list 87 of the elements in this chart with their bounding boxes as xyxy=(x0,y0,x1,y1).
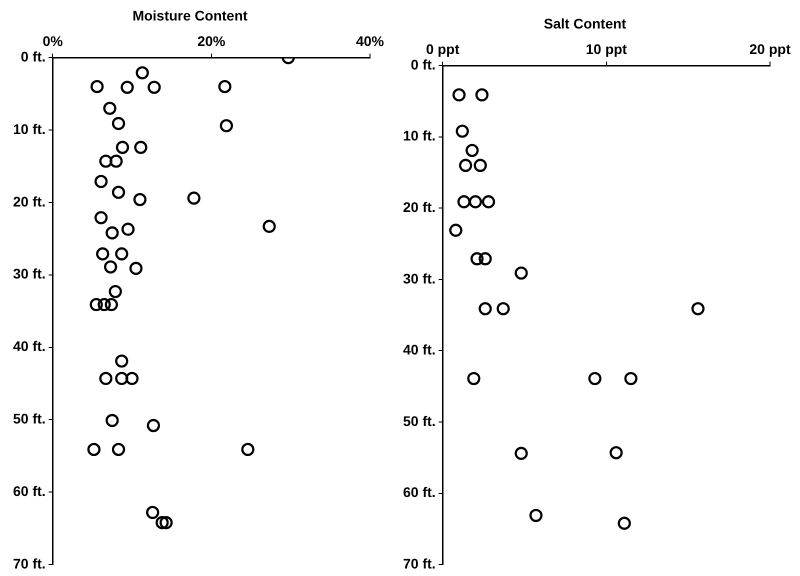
point xyxy=(104,298,118,312)
point xyxy=(514,266,528,280)
point xyxy=(262,220,276,233)
point xyxy=(467,372,480,386)
point xyxy=(94,211,108,224)
point xyxy=(478,302,492,316)
y-tick-label: 40 ft. xyxy=(12,338,46,354)
point xyxy=(458,158,472,172)
point xyxy=(98,298,111,312)
y-tick-label: 30 ft. xyxy=(12,266,46,282)
x-tick-label: 0% xyxy=(42,33,64,50)
point xyxy=(610,446,623,460)
point xyxy=(103,102,116,115)
point xyxy=(87,442,101,456)
point xyxy=(529,508,543,522)
point xyxy=(115,247,128,260)
y-tick-label: 20 ft. xyxy=(402,199,436,216)
point xyxy=(475,88,489,102)
x-tick-label: 20 ppt xyxy=(749,41,791,58)
point xyxy=(108,284,122,298)
point xyxy=(112,442,126,456)
y-tick-label: 30 ft. xyxy=(402,270,436,286)
y-tick-label: 50 ft. xyxy=(12,410,46,427)
point xyxy=(90,80,104,94)
point xyxy=(125,372,139,386)
point xyxy=(99,372,112,386)
point xyxy=(156,516,169,530)
y-tick-label: 70 ft. xyxy=(12,555,46,572)
point xyxy=(160,516,173,530)
chart-title: Salt Content xyxy=(544,15,627,32)
point xyxy=(474,158,487,172)
y-tick-label: 50 ft. xyxy=(402,412,436,429)
point xyxy=(470,252,484,266)
x-tick-label: 10 ppt xyxy=(586,41,628,58)
point xyxy=(110,154,123,168)
point xyxy=(146,418,160,432)
y-tick-label: 60 ft. xyxy=(12,483,46,500)
y-tick-label: 0 ft. xyxy=(410,56,436,72)
point xyxy=(104,260,118,274)
point xyxy=(115,372,128,386)
point xyxy=(106,414,119,428)
point xyxy=(514,446,528,460)
point xyxy=(187,192,200,205)
point xyxy=(112,116,126,130)
point xyxy=(136,66,149,80)
x-tick-label: 20% xyxy=(197,33,226,50)
point xyxy=(99,154,112,168)
point xyxy=(452,88,466,102)
y-tick-label: 20 ft. xyxy=(12,193,46,210)
point xyxy=(121,222,135,236)
point xyxy=(116,140,130,154)
point xyxy=(220,119,234,132)
x-tick-label: 0 ppt xyxy=(426,41,460,58)
point xyxy=(457,195,471,208)
point xyxy=(466,144,479,158)
point xyxy=(478,252,492,266)
point xyxy=(112,186,126,199)
point xyxy=(115,354,128,368)
chart-title: Moisture Content xyxy=(132,7,248,24)
point xyxy=(588,372,602,386)
x-tick-label: 40% xyxy=(356,33,385,50)
y-tick-label: 10 ft. xyxy=(402,128,436,144)
point xyxy=(618,516,631,530)
point xyxy=(449,224,462,237)
point xyxy=(468,195,482,208)
point xyxy=(94,174,108,188)
y-tick-label: 70 ft. xyxy=(402,555,436,572)
point xyxy=(120,80,134,94)
point xyxy=(691,302,705,316)
point xyxy=(90,298,103,312)
point xyxy=(146,506,160,520)
point xyxy=(134,140,148,154)
point xyxy=(148,80,161,94)
point xyxy=(456,124,469,138)
point xyxy=(241,442,254,456)
point xyxy=(624,372,638,386)
y-tick-label: 40 ft. xyxy=(402,342,436,358)
point xyxy=(133,192,147,206)
point xyxy=(496,302,510,316)
y-tick-label: 10 ft. xyxy=(12,120,46,137)
point xyxy=(106,226,119,240)
point xyxy=(96,247,110,260)
y-tick-label: 60 ft. xyxy=(402,484,436,500)
point xyxy=(218,80,232,94)
point xyxy=(129,262,143,275)
point xyxy=(482,195,496,208)
y-tick-label: 0 ft. xyxy=(20,48,46,64)
